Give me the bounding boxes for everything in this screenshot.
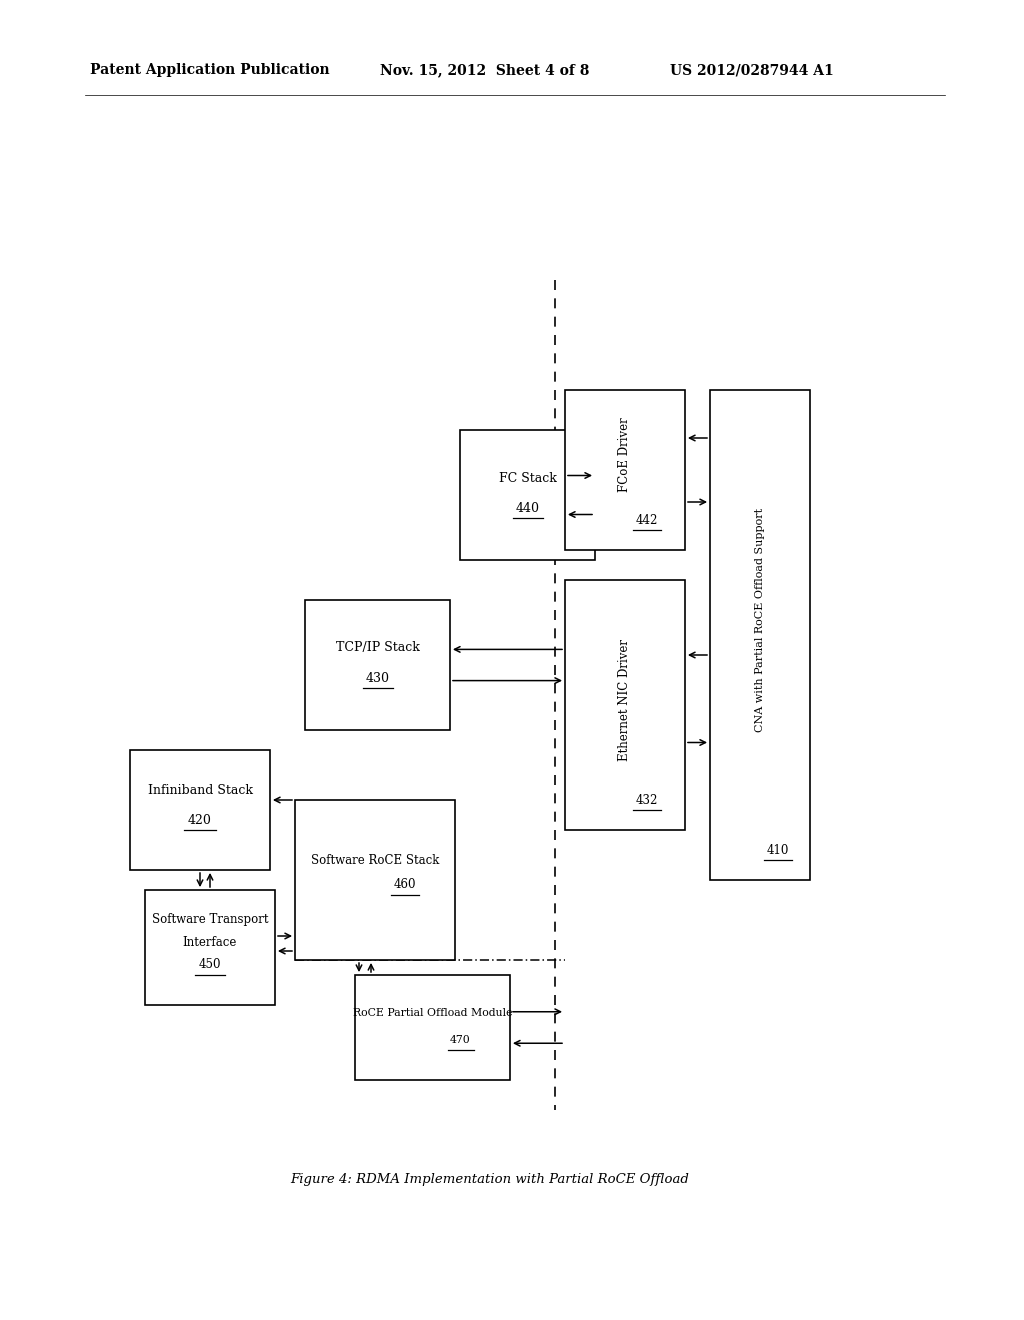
Bar: [710, 389, 810, 880]
Text: Ethernet NIC Driver: Ethernet NIC Driver: [618, 639, 632, 762]
Text: 442: 442: [636, 513, 658, 527]
Text: 460: 460: [394, 879, 416, 891]
Text: CNA with Partial RoCE Offload Support: CNA with Partial RoCE Offload Support: [755, 508, 765, 733]
Bar: [130, 750, 270, 870]
Text: Infiniband Stack: Infiniband Stack: [147, 784, 253, 796]
Text: FCoE Driver: FCoE Driver: [618, 417, 632, 492]
Text: TCP/IP Stack: TCP/IP Stack: [336, 642, 420, 655]
Bar: [295, 800, 455, 960]
Text: 430: 430: [366, 672, 389, 685]
Bar: [355, 975, 510, 1080]
Text: Interface: Interface: [183, 936, 238, 949]
Text: 432: 432: [636, 793, 658, 807]
Bar: [565, 579, 685, 830]
Text: FC Stack: FC Stack: [499, 471, 556, 484]
Text: US 2012/0287944 A1: US 2012/0287944 A1: [670, 63, 834, 77]
Text: 420: 420: [188, 813, 212, 826]
Text: 470: 470: [451, 1035, 471, 1045]
Bar: [565, 389, 685, 550]
Bar: [145, 890, 275, 1005]
Text: Nov. 15, 2012  Sheet 4 of 8: Nov. 15, 2012 Sheet 4 of 8: [380, 63, 590, 77]
Text: Figure 4: RDMA Implementation with Partial RoCE Offload: Figure 4: RDMA Implementation with Parti…: [291, 1173, 689, 1187]
Text: 440: 440: [515, 502, 540, 515]
Text: Software RoCE Stack: Software RoCE Stack: [311, 854, 439, 866]
Bar: [305, 601, 450, 730]
Text: RoCE Partial Offload Module: RoCE Partial Offload Module: [352, 1008, 512, 1018]
Text: 410: 410: [767, 843, 790, 857]
Text: Patent Application Publication: Patent Application Publication: [90, 63, 330, 77]
Bar: [460, 430, 595, 560]
Text: 450: 450: [199, 958, 221, 972]
Text: Software Transport: Software Transport: [152, 913, 268, 927]
